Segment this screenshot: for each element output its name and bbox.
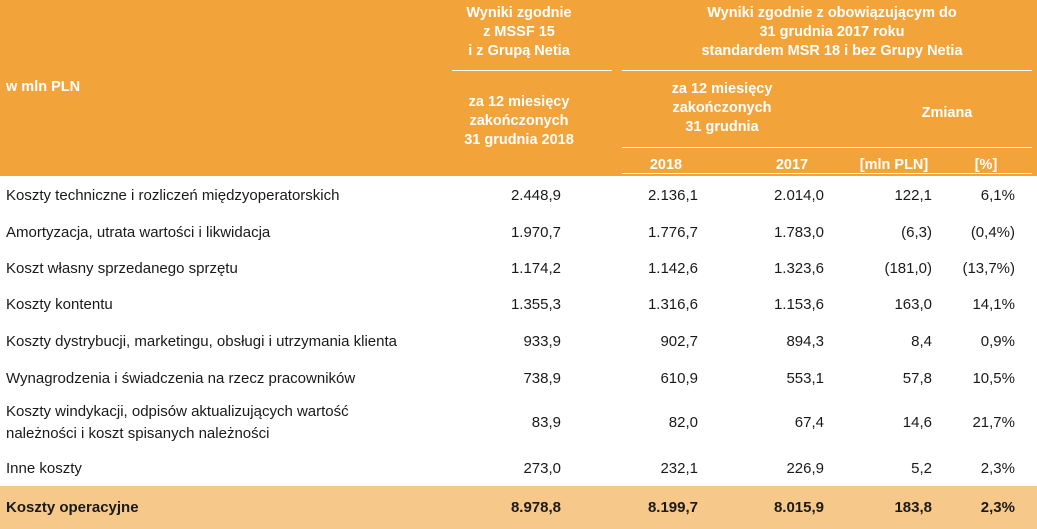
row-label: Amortyzacja, utrata wartości i likwidacj…	[6, 224, 271, 241]
change-pct: 21,7%	[972, 414, 1015, 431]
unit-mln-heading: [mln PLN]	[859, 157, 929, 173]
table-row: Koszty dystrybucji, marketingu, obsługi …	[0, 332, 1037, 351]
value-2017: 894,3	[786, 333, 824, 350]
value-2018: 1.776,7	[647, 224, 698, 241]
change-mln: 8,4	[911, 333, 932, 350]
change-pct: (0,4%)	[970, 224, 1015, 241]
value-2017: 2.014,0	[773, 187, 824, 204]
value-2017: 67,4	[794, 414, 824, 431]
year-2017-heading: 2017	[775, 157, 809, 173]
change-mln: 122,1	[894, 187, 932, 204]
table-row: Koszty kontentu 1.355,3 1.316,6 1.153,6 …	[0, 295, 1037, 314]
total-2017: 8.015,9	[773, 499, 824, 516]
table-row: Koszty techniczne i rozliczeń międzyoper…	[0, 186, 1037, 205]
value-2018: 902,7	[660, 333, 698, 350]
value-2017: 553,1	[786, 370, 824, 387]
value-ifrs15: 2.448,9	[510, 187, 561, 204]
value-2018: 232,1	[660, 460, 698, 477]
ias18-period: za 12 miesięcy zakończonych 31 grudnia	[671, 81, 773, 135]
value-2017: 1.153,6	[773, 296, 824, 313]
unit-pct-heading: [%]	[974, 157, 998, 173]
value-ifrs15: 738,9	[523, 370, 561, 387]
row-label: Koszt własny sprzedanego sprzętu	[6, 260, 238, 277]
change-heading: Zmiana	[921, 105, 973, 121]
value-ifrs15: 1.970,7	[510, 224, 561, 241]
value-ifrs15: 83,9	[531, 414, 561, 431]
ifrs15-heading: Wyniki zgodnie z MSSF 15 i z Grupą Netia	[466, 5, 572, 59]
table-row: Koszty windykacji, odpisów aktualizujący…	[0, 402, 1037, 442]
value-ifrs15: 933,9	[523, 333, 561, 350]
row-label: Koszty dystrybucji, marketingu, obsługi …	[6, 333, 397, 350]
value-2018: 1.316,6	[647, 296, 698, 313]
value-2017: 226,9	[786, 460, 824, 477]
change-mln: (6,3)	[901, 224, 932, 241]
total-change-mln: 183,8	[894, 499, 932, 516]
total-label: Koszty operacyjne	[6, 499, 139, 516]
table-row: Inne koszty 273,0 232,1 226,9 5,2 2,3%	[0, 459, 1037, 478]
total-ifrs15: 8.978,8	[510, 499, 561, 516]
row-label: Inne koszty	[6, 460, 82, 477]
unit-label: w mln PLN	[6, 79, 81, 95]
ias18-underline	[622, 70, 1032, 71]
change-pct: 0,9%	[980, 333, 1015, 350]
change-pct: (13,7%)	[962, 260, 1015, 277]
change-mln: 14,6	[902, 414, 932, 431]
value-2018: 2.136,1	[647, 187, 698, 204]
ifrs15-period: za 12 miesięcy zakończonych 31 grudnia 2…	[464, 94, 574, 148]
year-2018-heading: 2018	[649, 157, 683, 173]
row-label: Koszty windykacji, odpisów aktualizujący…	[6, 403, 349, 420]
total-2018: 8.199,7	[647, 499, 698, 516]
table-header: w mln PLN Wyniki zgodnie z MSSF 15 i z G…	[0, 0, 1037, 176]
table-row: Koszt własny sprzedanego sprzętu 1.174,2…	[0, 259, 1037, 278]
change-pct: 10,5%	[972, 370, 1015, 387]
table-row: Wynagrodzenia i świadczenia na rzecz pra…	[0, 369, 1037, 388]
change-mln: 5,2	[911, 460, 932, 477]
change-mln: 163,0	[894, 296, 932, 313]
change-pct: 14,1%	[972, 296, 1015, 313]
total-row: Koszty operacyjne 8.978,8 8.199,7 8.015,…	[0, 486, 1037, 529]
year-underline	[622, 173, 1032, 174]
row-label: Koszty kontentu	[6, 296, 113, 313]
change-pct: 6,1%	[980, 187, 1015, 204]
change-mln: 57,8	[902, 370, 932, 387]
value-2018: 610,9	[660, 370, 698, 387]
ias18-heading: Wyniki zgodnie z obowiązującym do 31 gru…	[701, 5, 963, 59]
value-2018: 82,0	[668, 414, 698, 431]
row-label-line2: należności i koszt spisanych należności	[6, 425, 270, 442]
value-ifrs15: 1.174,2	[510, 260, 561, 277]
ifrs15-underline	[452, 70, 612, 71]
change-pct: 2,3%	[980, 460, 1015, 477]
period-underline	[622, 147, 1032, 148]
total-change-pct: 2,3%	[980, 499, 1015, 516]
change-mln: (181,0)	[884, 260, 932, 277]
row-label: Koszty techniczne i rozliczeń międzyoper…	[6, 187, 340, 204]
value-2017: 1.323,6	[773, 260, 824, 277]
value-2017: 1.783,0	[773, 224, 824, 241]
value-2018: 1.142,6	[647, 260, 698, 277]
table-row: Amortyzacja, utrata wartości i likwidacj…	[0, 223, 1037, 242]
row-label: Wynagrodzenia i świadczenia na rzecz pra…	[6, 370, 356, 387]
value-ifrs15: 273,0	[523, 460, 561, 477]
value-ifrs15: 1.355,3	[510, 296, 561, 313]
